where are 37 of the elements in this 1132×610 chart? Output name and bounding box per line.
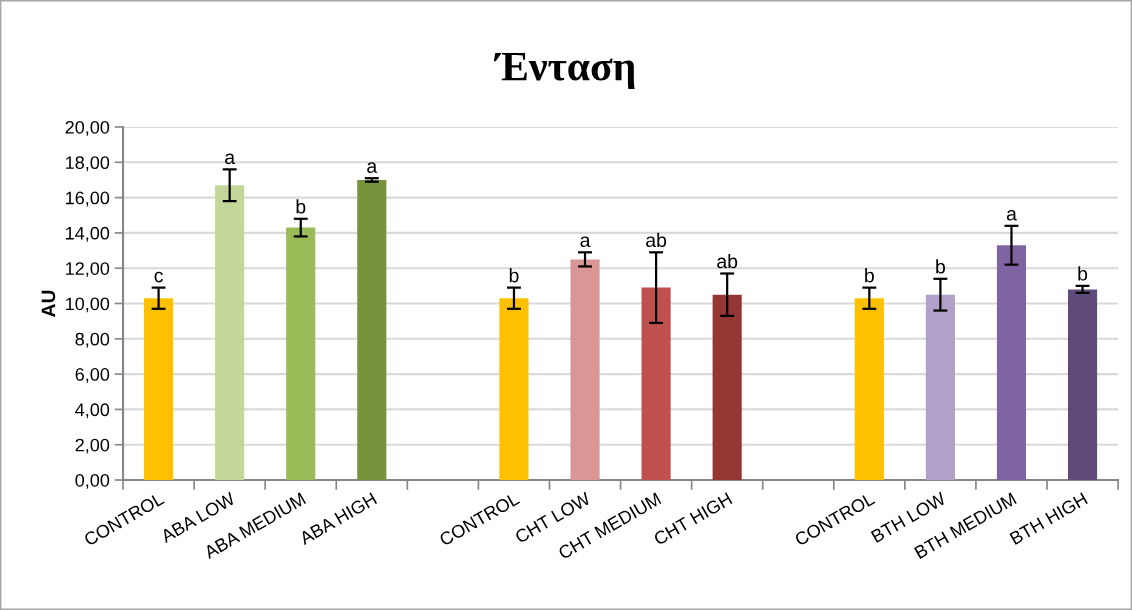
bar — [1067, 289, 1098, 481]
data-label: ab — [717, 253, 738, 269]
y-tick-label: 16,00 — [66, 191, 110, 207]
y-axis-title: AU — [41, 290, 56, 318]
bar — [641, 287, 671, 481]
bar — [357, 179, 387, 481]
y-tick-label: 10,00 — [66, 297, 110, 313]
y-tick-label: 6,00 — [75, 368, 110, 383]
y-tick-label: 8,00 — [75, 332, 110, 348]
data-label: a — [225, 153, 236, 165]
bar — [712, 294, 742, 481]
data-label: ab — [646, 232, 667, 248]
bar — [215, 185, 245, 481]
data-label: b — [936, 259, 945, 274]
data-label: a — [1006, 209, 1017, 221]
chart-title: Ένταση — [493, 52, 635, 90]
bar — [996, 245, 1027, 481]
data-label: a — [580, 236, 591, 248]
data-label: c — [154, 271, 163, 283]
bar — [570, 259, 600, 481]
bar — [854, 298, 884, 481]
y-tick-label: 14,00 — [66, 226, 110, 242]
y-tick-label: 4,00 — [75, 403, 110, 419]
data-label: b — [865, 268, 874, 283]
y-tick-label: 18,00 — [66, 156, 110, 172]
y-tick-label: 2,00 — [75, 438, 110, 454]
data-label: a — [367, 162, 378, 173]
y-tick-label: 20,00 — [65, 120, 110, 136]
data-label: b — [296, 199, 306, 214]
data-label: b — [509, 268, 519, 283]
bar — [286, 227, 316, 481]
y-tick-label: 12,00 — [66, 262, 110, 278]
data-label: b — [1078, 266, 1088, 281]
y-tick-label: 0,00 — [75, 473, 110, 489]
bar — [144, 298, 174, 481]
bar — [925, 294, 955, 481]
bar — [499, 298, 529, 481]
